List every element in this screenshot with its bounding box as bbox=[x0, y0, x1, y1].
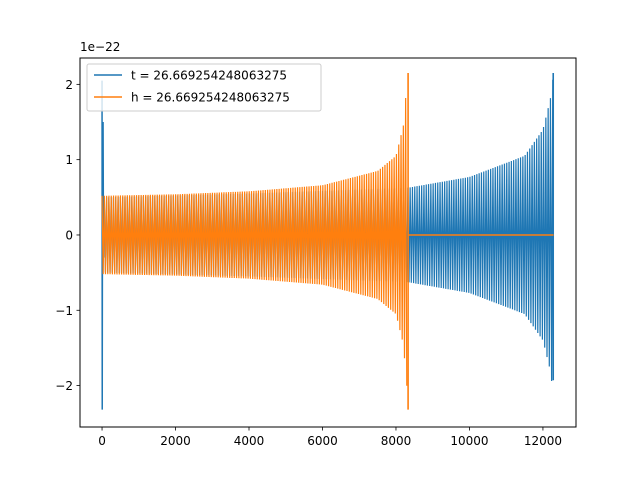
series-h-body bbox=[101, 97, 408, 386]
plot-area bbox=[101, 73, 555, 410]
x-tick-label: 12000 bbox=[524, 434, 562, 448]
y-axis: −2 −1 0 1 2 bbox=[55, 78, 80, 393]
legend-box bbox=[86, 63, 322, 112]
x-tick-label: 2000 bbox=[160, 434, 191, 448]
x-tick-label: 0 bbox=[98, 434, 106, 448]
x-axis: 0 2000 4000 6000 8000 10000 12000 bbox=[98, 427, 562, 448]
legend-label-t: t = 26.669254248063275 bbox=[131, 69, 287, 83]
series-h-line bbox=[101, 73, 554, 410]
x-tick-label: 4000 bbox=[234, 434, 265, 448]
y-tick-label: 0 bbox=[65, 228, 73, 242]
y-offset-label: 1e−22 bbox=[80, 40, 120, 54]
y-tick-label: −2 bbox=[55, 379, 73, 393]
legend-label-h: h = 26.669254248063275 bbox=[131, 91, 290, 105]
y-tick-label: −1 bbox=[55, 304, 73, 318]
x-tick-label: 8000 bbox=[381, 434, 412, 448]
y-tick-label: 1 bbox=[65, 153, 73, 167]
series-layer bbox=[101, 73, 555, 410]
legend: t = 26.669254248063275 h = 26.6692542480… bbox=[86, 63, 322, 112]
y-tick-label: 2 bbox=[65, 78, 73, 92]
axes-frame bbox=[79, 57, 577, 428]
x-tick-label: 10000 bbox=[450, 434, 488, 448]
x-tick-label: 6000 bbox=[307, 434, 338, 448]
